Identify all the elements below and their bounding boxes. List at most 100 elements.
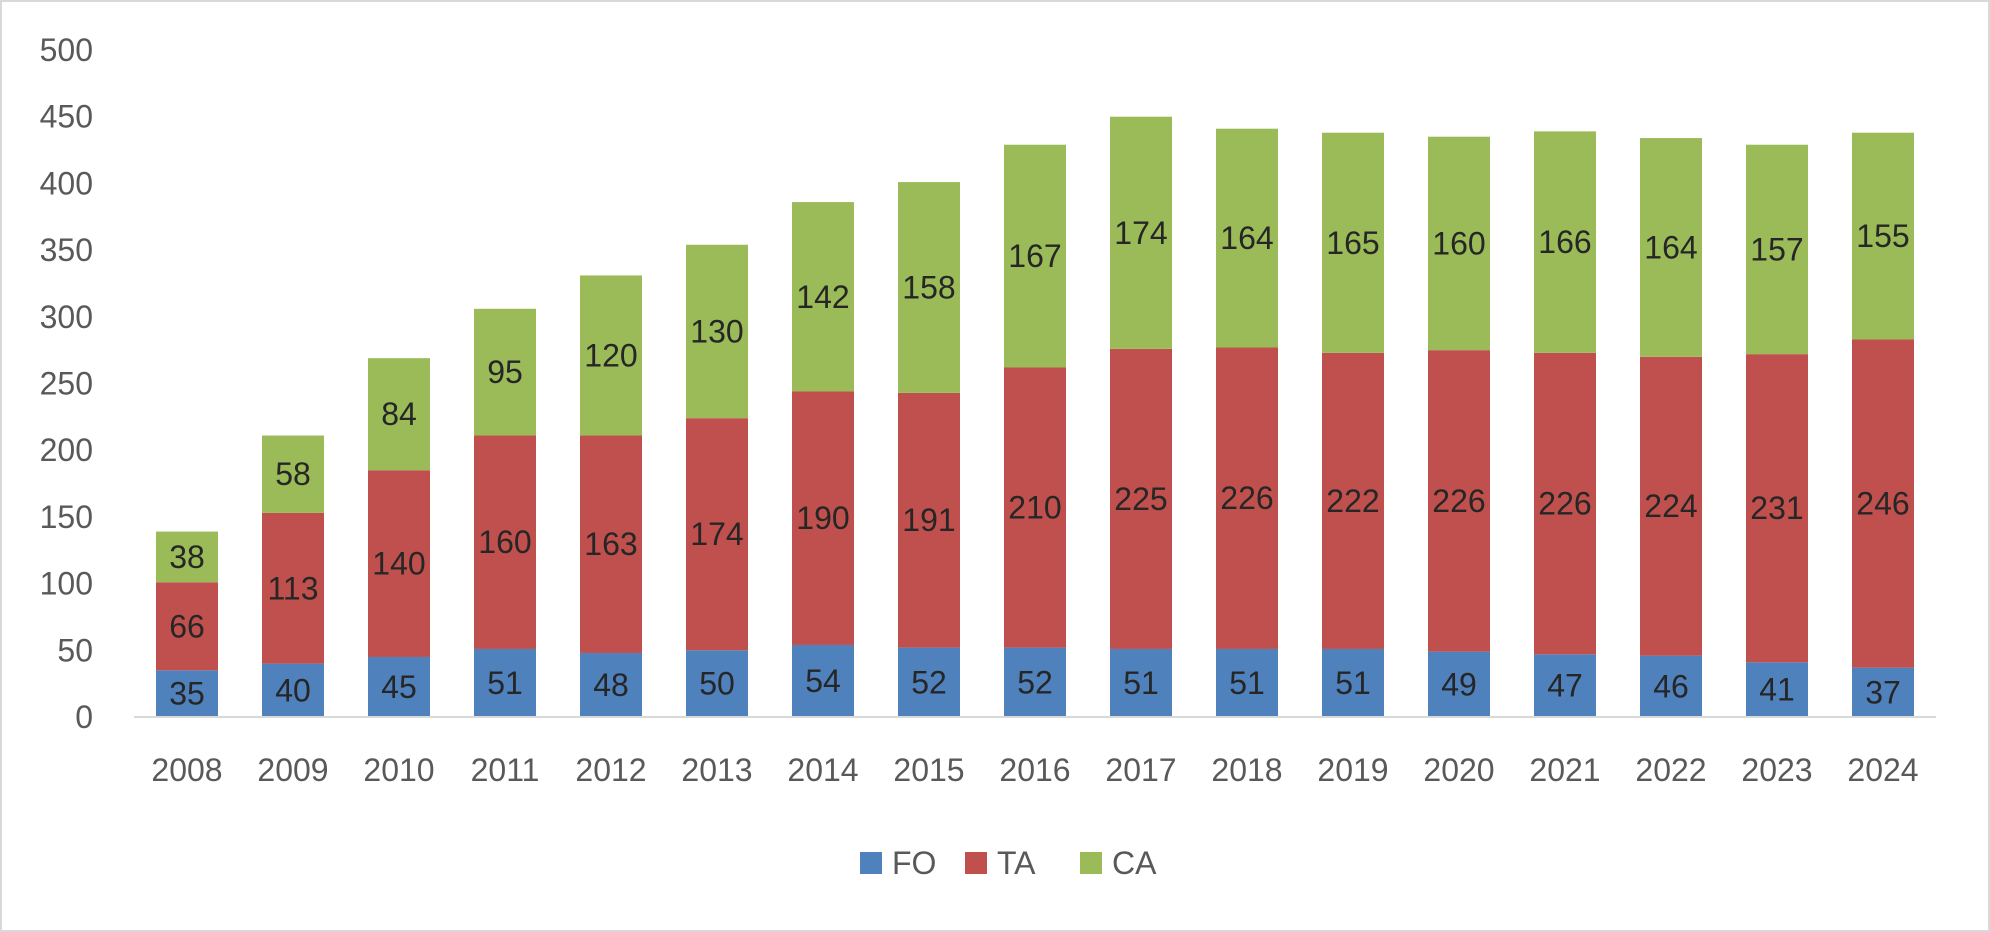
- y-tick-label: 200: [40, 432, 93, 468]
- data-label-ta: 160: [478, 524, 531, 560]
- data-labels-group: 35 66 38 40 113 58 45 140 84 51 160 95 48 163 120 50 174…: [169, 215, 1909, 712]
- bar-segment-fo: [156, 670, 218, 717]
- data-label-ca: 166: [1538, 224, 1591, 260]
- bar-segment-fo: [1852, 667, 1914, 717]
- data-label-fo: 54: [805, 663, 841, 699]
- data-label-ca: 142: [796, 279, 849, 315]
- x-tick-label: 2023: [1741, 752, 1812, 788]
- legend-swatch-ca: [1080, 852, 1102, 874]
- x-tick-label: 2019: [1317, 752, 1388, 788]
- bar-segment-ca: [580, 275, 642, 436]
- bar-segment-ta: [1322, 352, 1384, 649]
- legend-swatch-ta: [965, 852, 987, 874]
- bar-segment-ca: [368, 358, 430, 471]
- data-label-fo: 51: [487, 665, 523, 701]
- bar-segment-ta: [368, 470, 430, 657]
- data-label-ca: 130: [690, 313, 743, 349]
- data-label-ta: 225: [1114, 481, 1167, 517]
- legend-label-ta: TA: [997, 845, 1036, 881]
- x-tick-label: 2020: [1423, 752, 1494, 788]
- x-tick-label: 2015: [893, 752, 964, 788]
- data-label-fo: 50: [699, 666, 735, 702]
- bar-segment-ta: [1428, 350, 1490, 652]
- data-label-ta: 113: [267, 570, 318, 606]
- bar-segment-ca: [1428, 136, 1490, 351]
- data-label-fo: 48: [593, 667, 629, 703]
- x-tick-label: 2021: [1529, 752, 1600, 788]
- bar-segment-ta: [1852, 339, 1914, 668]
- x-tick-label: 2008: [151, 752, 222, 788]
- x-tick-label: 2012: [575, 752, 646, 788]
- y-tick-label: 150: [40, 499, 93, 535]
- data-label-fo: 45: [381, 669, 417, 705]
- legend-label-ca: CA: [1112, 845, 1157, 881]
- bar-segment-ta: [1004, 367, 1066, 648]
- data-label-ca: 58: [275, 456, 311, 492]
- bar-segment-ta: [686, 418, 748, 651]
- y-axis: 0 50 100 150 200 250 300 350 400 450 500: [40, 32, 93, 735]
- bar-segment-fo: [1428, 651, 1490, 717]
- bar-segment-ca: [1216, 128, 1278, 348]
- data-label-ta: 163: [584, 526, 637, 562]
- bar-segment-fo: [1110, 648, 1172, 717]
- data-label-ca: 174: [1114, 215, 1167, 251]
- bar-segment-ca: [1534, 131, 1596, 353]
- data-label-ta: 191: [902, 502, 955, 538]
- bar-segment-ca: [1004, 144, 1066, 368]
- data-label-ta: 226: [1220, 480, 1273, 516]
- data-label-ta: 224: [1644, 488, 1697, 524]
- data-label-ca: 167: [1008, 238, 1061, 274]
- bar-segment-ta: [1216, 347, 1278, 649]
- data-label-ta: 140: [372, 546, 425, 582]
- bar-segment-ta: [1746, 354, 1808, 663]
- bar-segment-ca: [262, 435, 324, 513]
- bar-segment-ta: [262, 512, 324, 664]
- x-tick-label: 2022: [1635, 752, 1706, 788]
- bar-segment-ca: [474, 308, 536, 436]
- y-tick-label: 250: [40, 366, 93, 402]
- data-label-fo: 37: [1865, 674, 1901, 710]
- y-tick-label: 50: [57, 632, 93, 668]
- legend-label-fo: FO: [892, 845, 936, 881]
- bar-segment-ca: [1852, 132, 1914, 340]
- bar-segment-fo: [1640, 655, 1702, 717]
- data-label-ta: 246: [1856, 486, 1909, 522]
- bar-segment-ta: [792, 391, 854, 645]
- x-tick-label: 2016: [999, 752, 1070, 788]
- x-tick-label: 2018: [1211, 752, 1282, 788]
- bar-segment-fo: [368, 656, 430, 717]
- data-label-ta: 210: [1008, 490, 1061, 526]
- data-label-fo: 52: [1017, 664, 1053, 700]
- bar-segment-ca: [898, 182, 960, 393]
- y-tick-label: 500: [40, 32, 93, 68]
- x-tick-label: 2011: [471, 752, 540, 788]
- data-label-fo: 52: [911, 664, 947, 700]
- bar-segment-ta: [1110, 348, 1172, 649]
- x-tick-label: 2014: [787, 752, 858, 788]
- data-label-ca: 155: [1856, 218, 1909, 254]
- y-tick-label: 0: [75, 699, 93, 735]
- data-label-ca: 84: [381, 396, 417, 432]
- bar-segment-ta: [580, 435, 642, 653]
- bar-segment-ta: [898, 392, 960, 648]
- bar-segment-fo: [898, 647, 960, 717]
- x-tick-label: 2017: [1105, 752, 1176, 788]
- bar-segment-ca: [792, 202, 854, 392]
- bar-segment-fo: [1534, 654, 1596, 717]
- x-tick-label: 2013: [681, 752, 752, 788]
- data-label-ta: 226: [1538, 486, 1591, 522]
- data-label-fo: 49: [1441, 666, 1477, 702]
- data-label-ta: 231: [1750, 490, 1803, 526]
- y-tick-label: 100: [40, 566, 93, 602]
- bar-segment-fo: [686, 650, 748, 717]
- bar-segment-fo: [474, 648, 536, 717]
- data-label-ca: 157: [1750, 231, 1803, 267]
- bar-segment-ca: [1640, 138, 1702, 357]
- data-label-ca: 164: [1220, 220, 1273, 256]
- data-label-ca: 160: [1432, 225, 1485, 261]
- bar-segment-ca: [1746, 144, 1808, 355]
- x-axis: 2008 2009 2010 2011 2012 2013 2014 2015 2016 2017…: [151, 752, 1918, 788]
- data-label-ca: 165: [1326, 225, 1379, 261]
- y-tick-label: 450: [40, 99, 93, 135]
- bar-segment-ca: [156, 531, 218, 583]
